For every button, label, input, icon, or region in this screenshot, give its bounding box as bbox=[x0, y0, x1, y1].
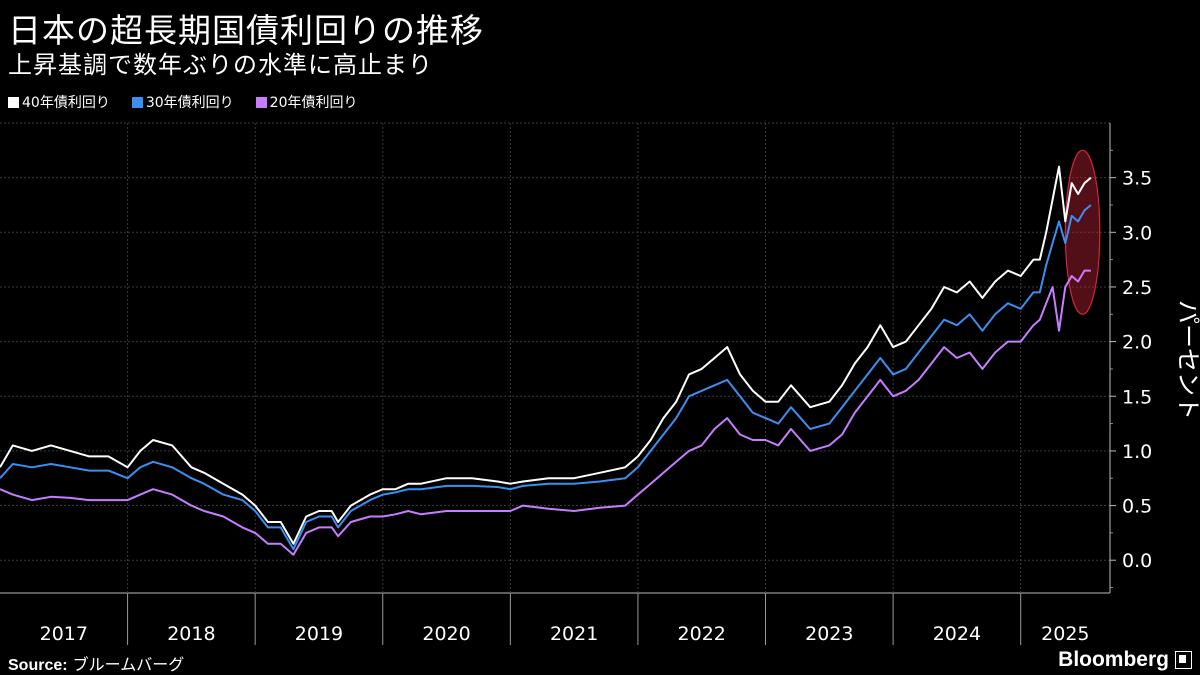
legend-swatch-40y bbox=[8, 96, 19, 108]
series-line-1 bbox=[0, 204, 1092, 551]
x-tick-label: 2019 bbox=[295, 623, 343, 645]
brand-name: Bloomberg bbox=[1058, 648, 1169, 671]
series-line-0 bbox=[0, 165, 1092, 545]
legend-swatch-30y bbox=[131, 96, 143, 108]
legend-item-40y: 40年債利回り bbox=[8, 92, 110, 112]
bloomberg-box-icon bbox=[1175, 651, 1192, 669]
series-line-2 bbox=[0, 269, 1091, 556]
x-tick-label: 2022 bbox=[678, 623, 726, 645]
legend-swatch-20y bbox=[255, 96, 267, 108]
legend-label-30y: 30年債利回り bbox=[145, 95, 234, 111]
legend-item-30y: 30年債利回り bbox=[131, 92, 234, 112]
y-tick-label: 1.0 bbox=[1122, 441, 1152, 463]
x-tick-label: 2024 bbox=[933, 623, 981, 645]
y-tick-label: 0.5 bbox=[1122, 496, 1152, 518]
y-tick-label: 3.5 bbox=[1122, 168, 1152, 190]
legend-label-20y: 20年債利回り bbox=[269, 95, 358, 111]
source-note: Source: ブルームバーグ bbox=[8, 651, 184, 675]
chart-subtitle: 上昇基調で数年ぶりの水準に高止まり bbox=[8, 51, 433, 79]
y-axis-label: パーセント bbox=[1174, 300, 1200, 420]
y-tick-label: 2.0 bbox=[1122, 332, 1152, 354]
x-tick-label: 2020 bbox=[422, 623, 470, 645]
x-tick-label: 2025 bbox=[1041, 623, 1089, 645]
legend-label-40y: 40年債利回り bbox=[22, 95, 110, 111]
source-label: Source: bbox=[8, 657, 68, 674]
y-tick-label: 0.0 bbox=[1122, 550, 1152, 572]
x-tick-label: 2023 bbox=[805, 623, 853, 645]
highlight-ellipse bbox=[1064, 149, 1101, 315]
y-tick-label: 2.5 bbox=[1122, 277, 1152, 299]
x-tick-label: 2021 bbox=[550, 623, 598, 645]
bloomberg-logo: Bloomberg bbox=[1058, 648, 1192, 672]
source-value: ブルームバーグ bbox=[72, 655, 185, 674]
x-tick-label: 2018 bbox=[167, 623, 215, 645]
legend: 40年債利回り 30年債利回り 20年債利回り bbox=[8, 92, 357, 112]
legend-item-20y: 20年債利回り bbox=[255, 92, 358, 112]
x-tick-label: 2017 bbox=[40, 623, 88, 645]
chart-title: 日本の超長期国債利回りの推移 bbox=[8, 11, 484, 50]
y-tick-label: 3.0 bbox=[1122, 222, 1152, 244]
y-tick-label: 1.5 bbox=[1122, 386, 1152, 408]
